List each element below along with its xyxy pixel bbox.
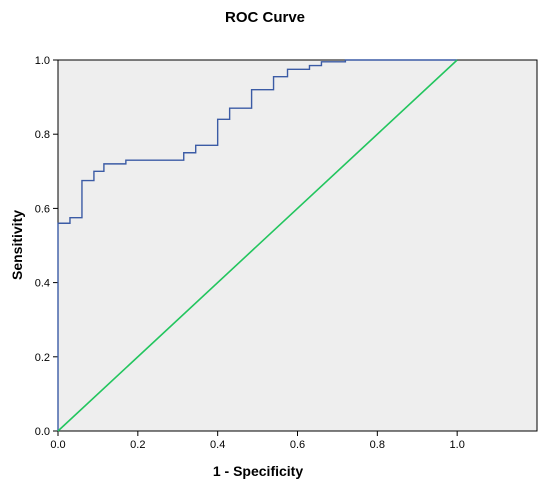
x-tick-label: 0.2 [130, 439, 145, 451]
roc-curve-line [57, 59, 458, 431]
x-tick-label: 0.6 [290, 439, 305, 451]
plot-area [57, 59, 538, 432]
reference-diagonal-line [57, 59, 458, 432]
y-tick-label: 0.0 [35, 426, 50, 438]
y-tick-label: 1.0 [35, 55, 50, 67]
y-axis-label: Sensitivity [9, 210, 25, 280]
x-tick-label: 0.8 [370, 439, 385, 451]
x-axis-label: 1 - Specificity [213, 463, 303, 479]
y-tick-label: 0.6 [35, 203, 50, 215]
y-tick-label: 0.8 [35, 129, 50, 141]
x-tick-label: 1.0 [450, 439, 465, 451]
x-tick-label: 0.4 [210, 439, 225, 451]
x-tick-label: 0.0 [50, 439, 65, 451]
series-layer [57, 59, 458, 432]
y-tick-label: 0.2 [35, 352, 50, 364]
y-axis: 0.0 0.2 0.4 0.6 0.8 1.0 [35, 55, 58, 438]
chart-title: ROC Curve [225, 9, 305, 26]
x-axis: 0.0 0.2 0.4 0.6 0.8 1.0 [50, 431, 465, 451]
y-tick-label: 0.4 [35, 278, 50, 290]
